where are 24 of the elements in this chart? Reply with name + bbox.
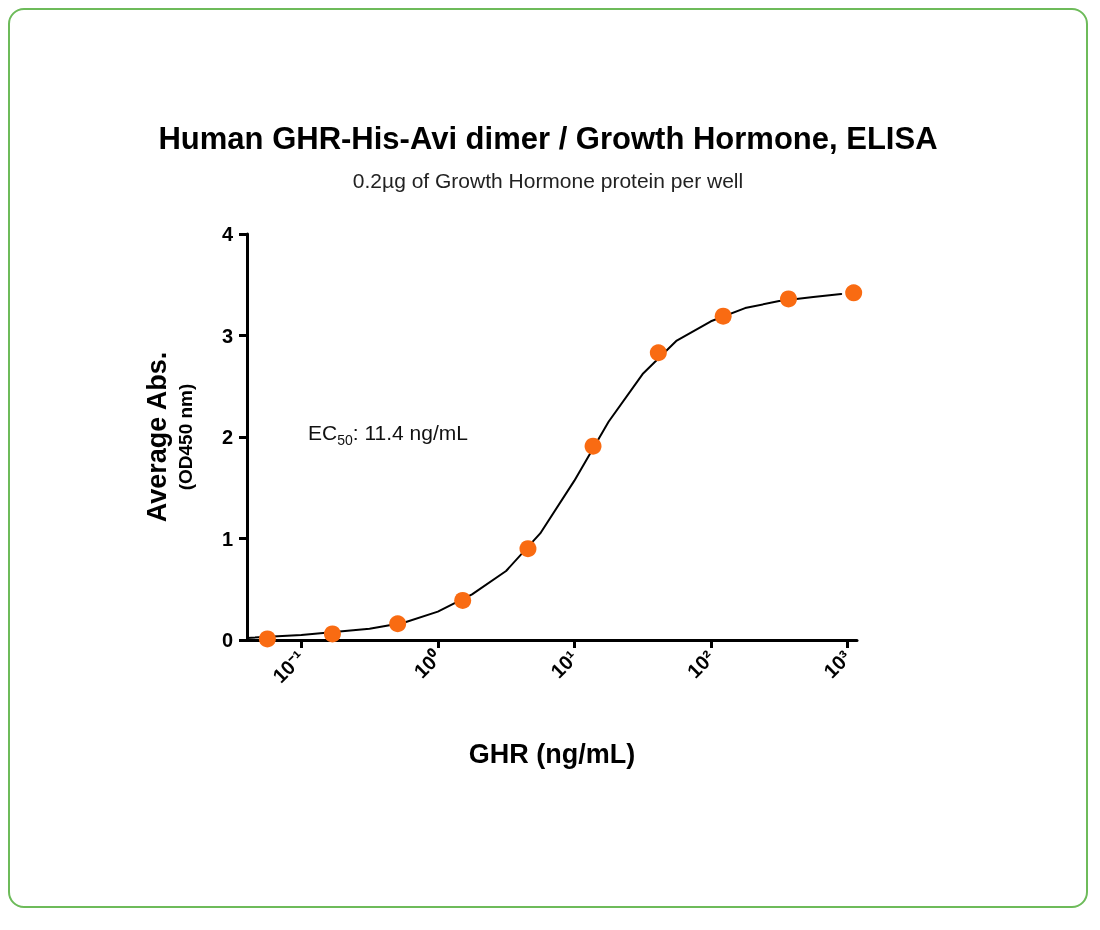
point [389,615,407,633]
x-tick-label: 10³ [819,645,856,683]
point [258,630,276,648]
point [454,591,472,609]
chart-subtitle: 0.2µg of Growth Hormone protein per well [352,169,744,192]
point [323,625,341,643]
x-tick-label: 10⁻¹ [268,645,310,688]
y-tick-label: 0 [221,629,233,651]
y-tick-label: 4 [221,223,234,245]
point [649,344,667,362]
point [519,540,537,558]
x-axis-title: GHR (ng/mL) [468,738,636,769]
point [714,307,732,325]
chart-title: Human GHR-His-Avi dimer / Growth Hormone, ELISA [158,121,938,156]
y-tick-label: 1 [221,527,233,550]
x-tick-label: 10¹ [546,645,583,683]
y-tick-label: 3 [221,324,233,347]
x-tick-label: 10⁰ [409,646,446,683]
y-axis-title: Average Abs. (OD450 nm) [142,351,196,523]
point [780,290,797,308]
x-tick-label: 10² [682,645,719,683]
y-tick-label: 2 [221,426,233,448]
point [845,284,863,302]
point [584,437,602,455]
